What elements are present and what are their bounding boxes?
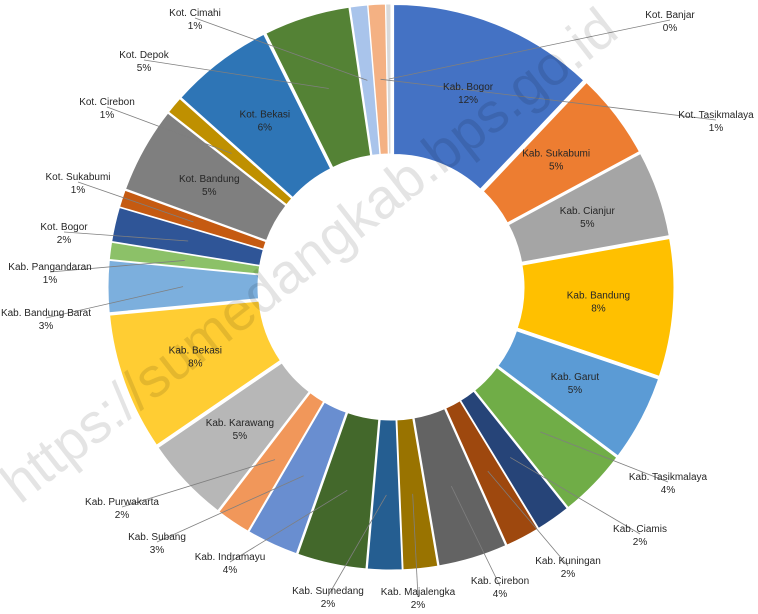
label-kab-ciamis: Kab. Ciamis 2%: [613, 524, 667, 548]
label-kot-banjar: Kot. Banjar 0%: [645, 10, 695, 34]
slices-group: [107, 3, 675, 571]
slice-kab-sumedang: [366, 418, 403, 571]
label-kot-bekasi: Kot. Bekasi 6%: [240, 110, 291, 134]
label-kab-subang: Kab. Subang 3%: [128, 532, 186, 556]
label-kab-pangandaran: Kab. Pangandaran 1%: [8, 262, 91, 286]
slice-kab-sukabumi: [482, 81, 641, 224]
leader-kab-ciamis: [510, 457, 641, 535]
slice-kab-pangandaran: [108, 241, 261, 275]
label-kot-cirebon: Kot. Cirebon 1%: [79, 97, 135, 121]
slice-kab-majalengka: [396, 417, 439, 571]
label-kot-bogor: Kot. Bogor 2%: [40, 222, 88, 246]
label-kab-kuningan: Kab. Kuningan 2%: [535, 556, 601, 580]
label-kab-tasikmalaya: Kab. Tasikmalaya 4%: [629, 472, 708, 496]
leader-kab-bandung-barat: [45, 286, 184, 319]
slice-kab-bandung-barat: [107, 259, 260, 314]
leader-kot-banjar: [388, 19, 671, 80]
label-kab-bogor: Kab. Bogor 12%: [443, 82, 494, 106]
slice-kab-bandung: [516, 237, 675, 377]
label-kab-bandung: Kab. Bandung 8%: [567, 290, 630, 314]
leader-kot-sukabumi: [77, 181, 194, 223]
label-kab-garut: Kab. Garut 5%: [551, 372, 600, 396]
slice-kab-karawang: [157, 362, 310, 512]
label-kot-depok: Kot. Depok 5%: [119, 50, 169, 74]
label-kab-karawang: Kab. Karawang 5%: [206, 418, 274, 442]
leader-kab-kuningan: [487, 470, 569, 567]
slice-kab-garut: [497, 330, 660, 457]
label-kab-sukabumi: Kab. Sukabumi 5%: [522, 149, 590, 173]
slice-kot-bandung: [124, 112, 287, 242]
leader-kot-cirebon: [106, 106, 232, 154]
leader-kot-depok: [143, 59, 329, 89]
slice-kot-banjar: [385, 3, 392, 155]
leader-kab-indramayu: [229, 490, 348, 563]
slice-kab-indramayu: [297, 412, 380, 570]
leader-kab-pangandaran: [49, 260, 185, 273]
label-kab-bekasi: Kab. Bekasi 8%: [169, 346, 222, 370]
leader-kab-sumedang: [327, 494, 387, 597]
leader-kot-tasikmalaya: [380, 78, 717, 121]
leader-kab-purwakarta: [121, 459, 276, 508]
slice-kab-cirebon: [413, 408, 507, 567]
leader-kot-cimahi: [194, 17, 368, 81]
label-kab-purwakarta: Kab. Purwakarta 2%: [85, 497, 159, 521]
label-kot-cimahi: Kot. Cimahi 1%: [169, 8, 221, 32]
label-kot-tasikmalaya: Kot. Tasikmalaya 1%: [678, 110, 754, 134]
leader-kot-bogor: [63, 231, 189, 242]
label-kab-indramayu: Kab. Indramayu 4%: [195, 552, 266, 576]
label-kot-sukabumi: Kot. Sukabumi 1%: [45, 172, 110, 196]
slice-kab-subang: [248, 401, 347, 555]
label-kot-bandung: Kot. Bandung 5%: [179, 174, 240, 198]
slice-kot-bekasi: [180, 33, 332, 199]
label-kab-cirebon: Kab. Cirebon 4%: [471, 576, 529, 600]
label-kab-majalengka: Kab. Majalengka 2%: [381, 587, 456, 611]
leader-kab-cirebon: [450, 485, 501, 587]
labels-group: Kab. Bogor 12% Kab. Sukabumi 5% Kab. Cianjur…: [1, 8, 754, 611]
slice-kab-kuningan: [445, 400, 539, 546]
slice-kot-depok: [265, 6, 372, 169]
leader-kab-subang: [156, 475, 304, 543]
slice-kab-tasikmalaya: [473, 366, 618, 509]
slice-kab-bekasi: [109, 300, 282, 446]
slice-kot-cirebon: [167, 97, 293, 206]
label-kab-cianjur: Kab. Cianjur 5%: [560, 206, 616, 230]
slice-kot-sukabumi: [118, 189, 267, 250]
label-kab-bandung-barat: Kab. Bandung Barat 3%: [1, 308, 91, 332]
slice-kot-bogor: [111, 206, 264, 266]
label-kab-sumedang: Kab. Sumedang 2%: [292, 586, 364, 610]
leader-lines-group: [45, 17, 717, 598]
leader-kab-majalengka: [412, 493, 419, 598]
slice-kab-purwakarta: [218, 392, 325, 532]
slice-kab-cianjur: [507, 152, 670, 263]
slice-kab-bogor: [393, 3, 585, 190]
leader-kab-tasikmalaya: [540, 431, 669, 483]
